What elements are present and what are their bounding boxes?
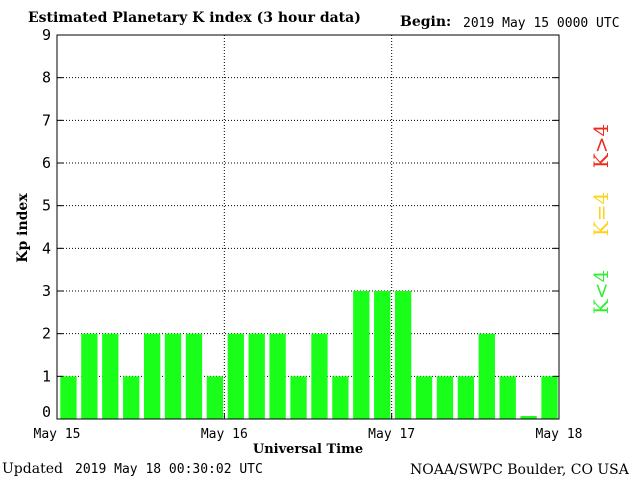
kp-bar: [457, 376, 475, 419]
kp-bar: [332, 376, 349, 419]
kp-bar: [374, 291, 391, 419]
chart-title: Estimated Planetary K index (3 hour data…: [28, 10, 361, 26]
x-tick-label: May 18: [536, 427, 583, 442]
y-tick-label: 2: [42, 325, 51, 343]
updated-value: 2019 May 18 00:30:02 UTC: [75, 462, 263, 477]
y-tick-label: 4: [42, 239, 51, 257]
grid: [57, 35, 559, 419]
begin-value: 2019 May 15 0000 UTC: [463, 16, 620, 31]
kp-bar: [164, 333, 182, 419]
kp-bar: [143, 333, 161, 419]
y-ticks: 0 1 2 3 4 5 6 7 8 9: [42, 26, 559, 421]
updated-label: Updated: [2, 461, 63, 477]
x-ticks: May 15 May 16 May 17 May 18: [34, 413, 583, 442]
kp-bar: [394, 291, 412, 419]
kp-bar: [269, 333, 286, 419]
kp-bar: [541, 376, 558, 419]
kp-bar: [248, 333, 265, 419]
y-tick-label: 8: [42, 69, 51, 87]
plot-frame: [56, 34, 560, 420]
legend-low: K<4: [589, 270, 613, 314]
source-credit: NOAA/SWPC Boulder, CO USA: [410, 462, 629, 478]
y-tick-label: 3: [42, 282, 51, 300]
x-axis-label: Universal Time: [253, 442, 363, 457]
kp-bar: [415, 376, 433, 419]
kp-bar: [102, 333, 119, 419]
x-tick-label: May 16: [201, 427, 248, 442]
y-axis-label: Kp index: [15, 193, 31, 263]
begin-label: Begin:: [400, 14, 452, 30]
kp-bar: [290, 376, 307, 419]
kp-bar: [520, 416, 537, 419]
kp-bars: [60, 291, 558, 419]
kp-bar: [436, 376, 454, 419]
kp-bar: [185, 333, 203, 419]
kp-bar: [123, 376, 140, 419]
kp-bar: [311, 333, 328, 419]
y-tick-label: 7: [42, 111, 51, 129]
y-tick-label: 1: [42, 367, 51, 385]
y-tick-label: 0: [42, 403, 51, 421]
x-tick-label: May 17: [368, 427, 415, 442]
kp-bar: [478, 333, 495, 419]
x-tick-label: May 15: [34, 427, 81, 442]
y-tick-label: 9: [42, 26, 51, 44]
kp-bar: [499, 376, 516, 419]
kp-bar: [81, 333, 98, 419]
kp-bar: [206, 376, 224, 419]
y-tick-label: 6: [42, 154, 51, 172]
legend-high: K>4: [589, 124, 613, 168]
kp-bar: [353, 291, 370, 419]
y-tick-label: 5: [42, 197, 51, 215]
kp-bar: [227, 333, 244, 419]
kp-bar: [60, 376, 77, 419]
legend-mid: K=4: [589, 192, 613, 236]
